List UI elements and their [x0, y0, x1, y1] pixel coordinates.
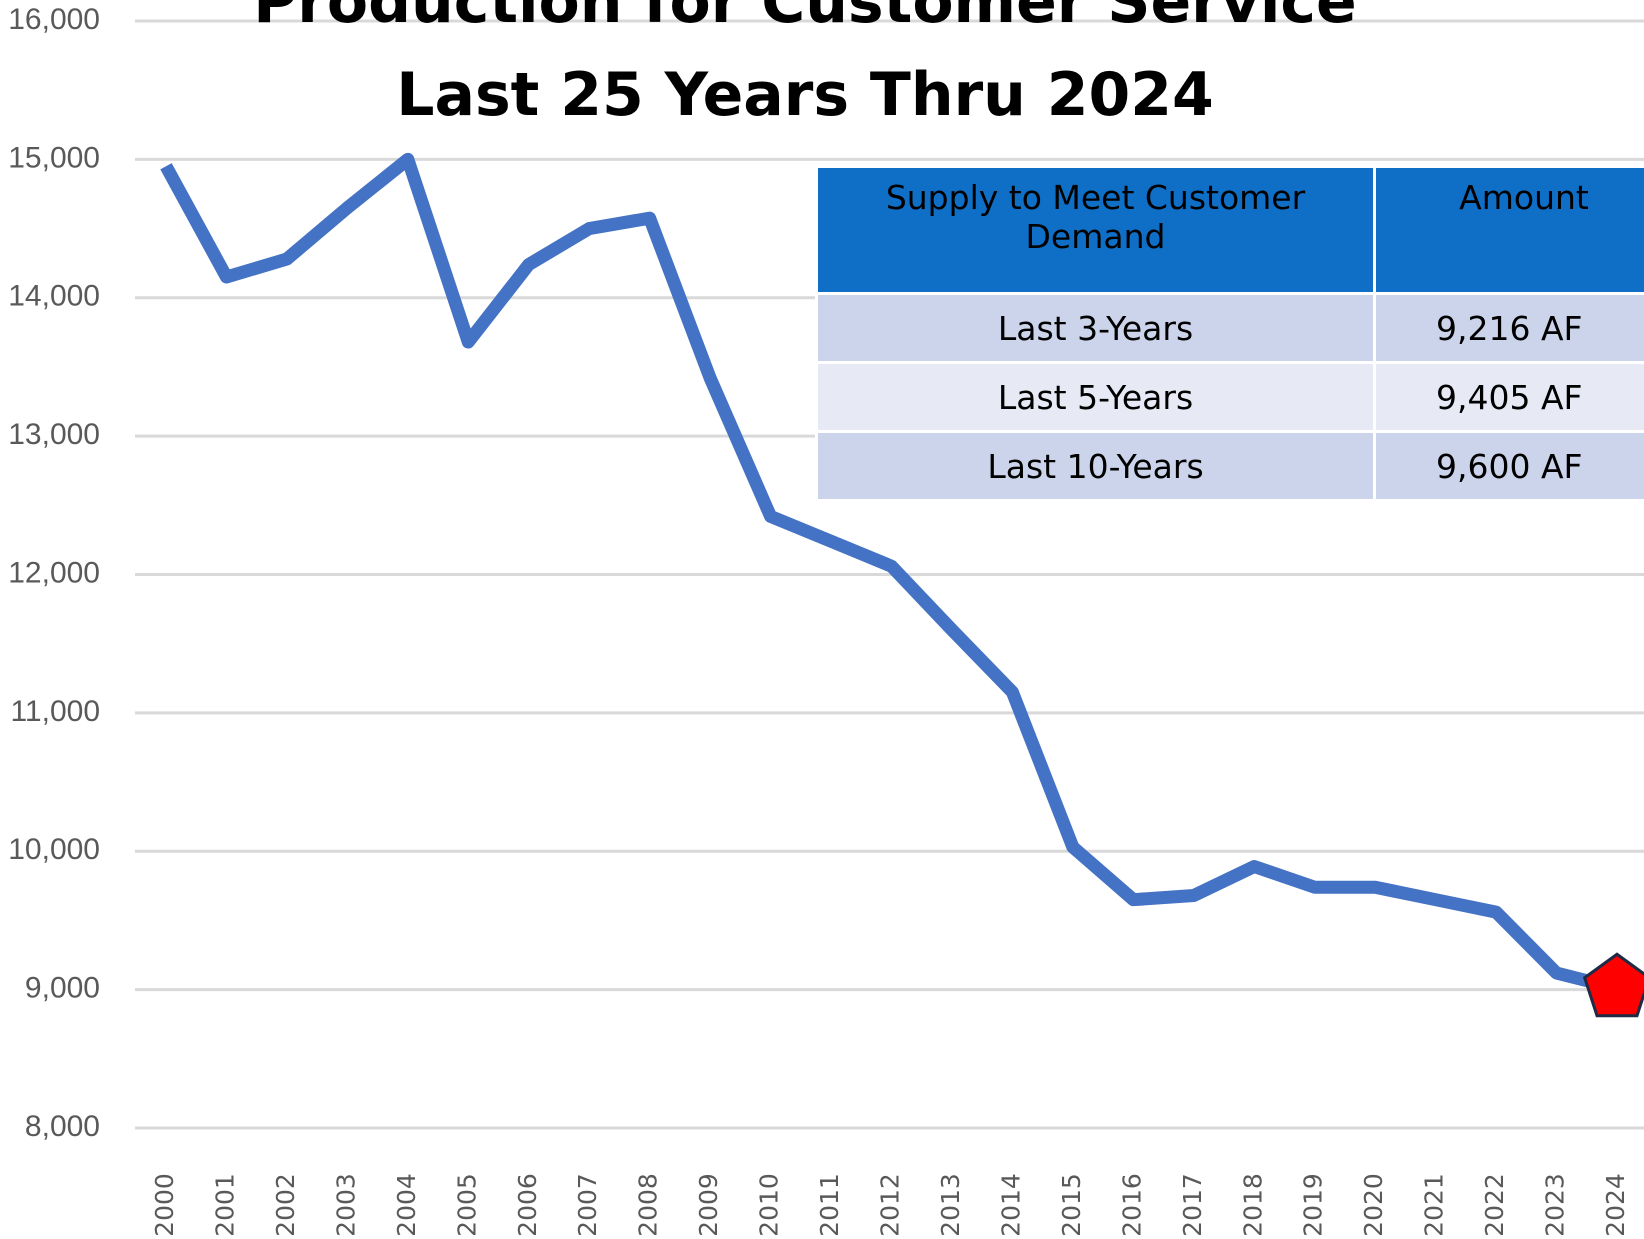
x-tick-label: 2011 [815, 1173, 844, 1237]
chart-title: Production for Customer Service [253, 0, 1356, 37]
table-row: Last 3-Years 9,216 AF [815, 292, 1644, 364]
x-tick-label: 2005 [452, 1173, 481, 1237]
cell: 9,216 AF [1373, 292, 1644, 364]
cell: 9,600 AF [1373, 430, 1644, 502]
cell: 9,405 AF [1373, 361, 1644, 433]
x-tick-label: 2001 [210, 1173, 239, 1237]
x-tick-label: 2017 [1178, 1173, 1207, 1237]
x-tick-label: 2012 [876, 1173, 905, 1237]
x-tick-label: 2020 [1359, 1173, 1388, 1237]
table-header: Supply to Meet Customer Demand Amount [815, 165, 1644, 295]
y-tick-label: 11,000 [10, 695, 100, 728]
x-tick-label: 2024 [1601, 1173, 1630, 1237]
table-row: Last 10-Years 9,600 AF [815, 430, 1644, 502]
cell: Last 5-Years [815, 361, 1376, 433]
x-tick-label: 2022 [1480, 1173, 1509, 1237]
header-cell: Supply to Meet Customer Demand [815, 165, 1376, 295]
cell: Last 10-Years [815, 430, 1376, 502]
x-tick-label: 2013 [936, 1173, 965, 1237]
x-tick-label: 2003 [331, 1173, 360, 1237]
y-tick-label: 8,000 [25, 1110, 100, 1143]
line-series [160, 152, 1619, 995]
y-tick-label: 9,000 [25, 972, 100, 1005]
x-tick-label: 2010 [755, 1173, 784, 1237]
y-tick-label: 16,000 [8, 3, 100, 36]
y-tick-label: 13,000 [8, 418, 100, 451]
x-tick-label: 2019 [1299, 1173, 1328, 1237]
x-tick-label: 2002 [271, 1173, 300, 1237]
x-tick-label: 2000 [150, 1173, 179, 1237]
table-row: Last 5-Years 9,405 AF [815, 361, 1644, 433]
x-tick-label: 2016 [1117, 1173, 1146, 1237]
end-marker [1582, 952, 1644, 1018]
x-tick-label: 2021 [1420, 1173, 1449, 1237]
x-tick-label: 2015 [1057, 1173, 1086, 1237]
y-tick-label: 10,000 [8, 833, 100, 866]
header-cell: Amount [1373, 165, 1644, 295]
x-tick-label: 2007 [573, 1173, 602, 1237]
y-tick-label: 15,000 [8, 141, 100, 174]
y-tick-label: 14,000 [8, 280, 100, 313]
x-tick-label: 2018 [1238, 1173, 1267, 1237]
chart-subtitle: Last 25 Years Thru 2024 [396, 60, 1214, 130]
x-tick-label: 2014 [996, 1173, 1025, 1237]
x-tick-label: 2004 [392, 1173, 421, 1237]
y-tick-label: 12,000 [8, 556, 100, 589]
x-tick-label: 2008 [634, 1173, 663, 1237]
cell: Last 3-Years [815, 292, 1376, 364]
x-tick-label: 2006 [513, 1173, 542, 1237]
x-tick-label: 2023 [1541, 1173, 1570, 1237]
summary-table: Supply to Meet Customer Demand Amount La… [815, 165, 1644, 502]
x-tick-label: 2009 [694, 1173, 723, 1237]
